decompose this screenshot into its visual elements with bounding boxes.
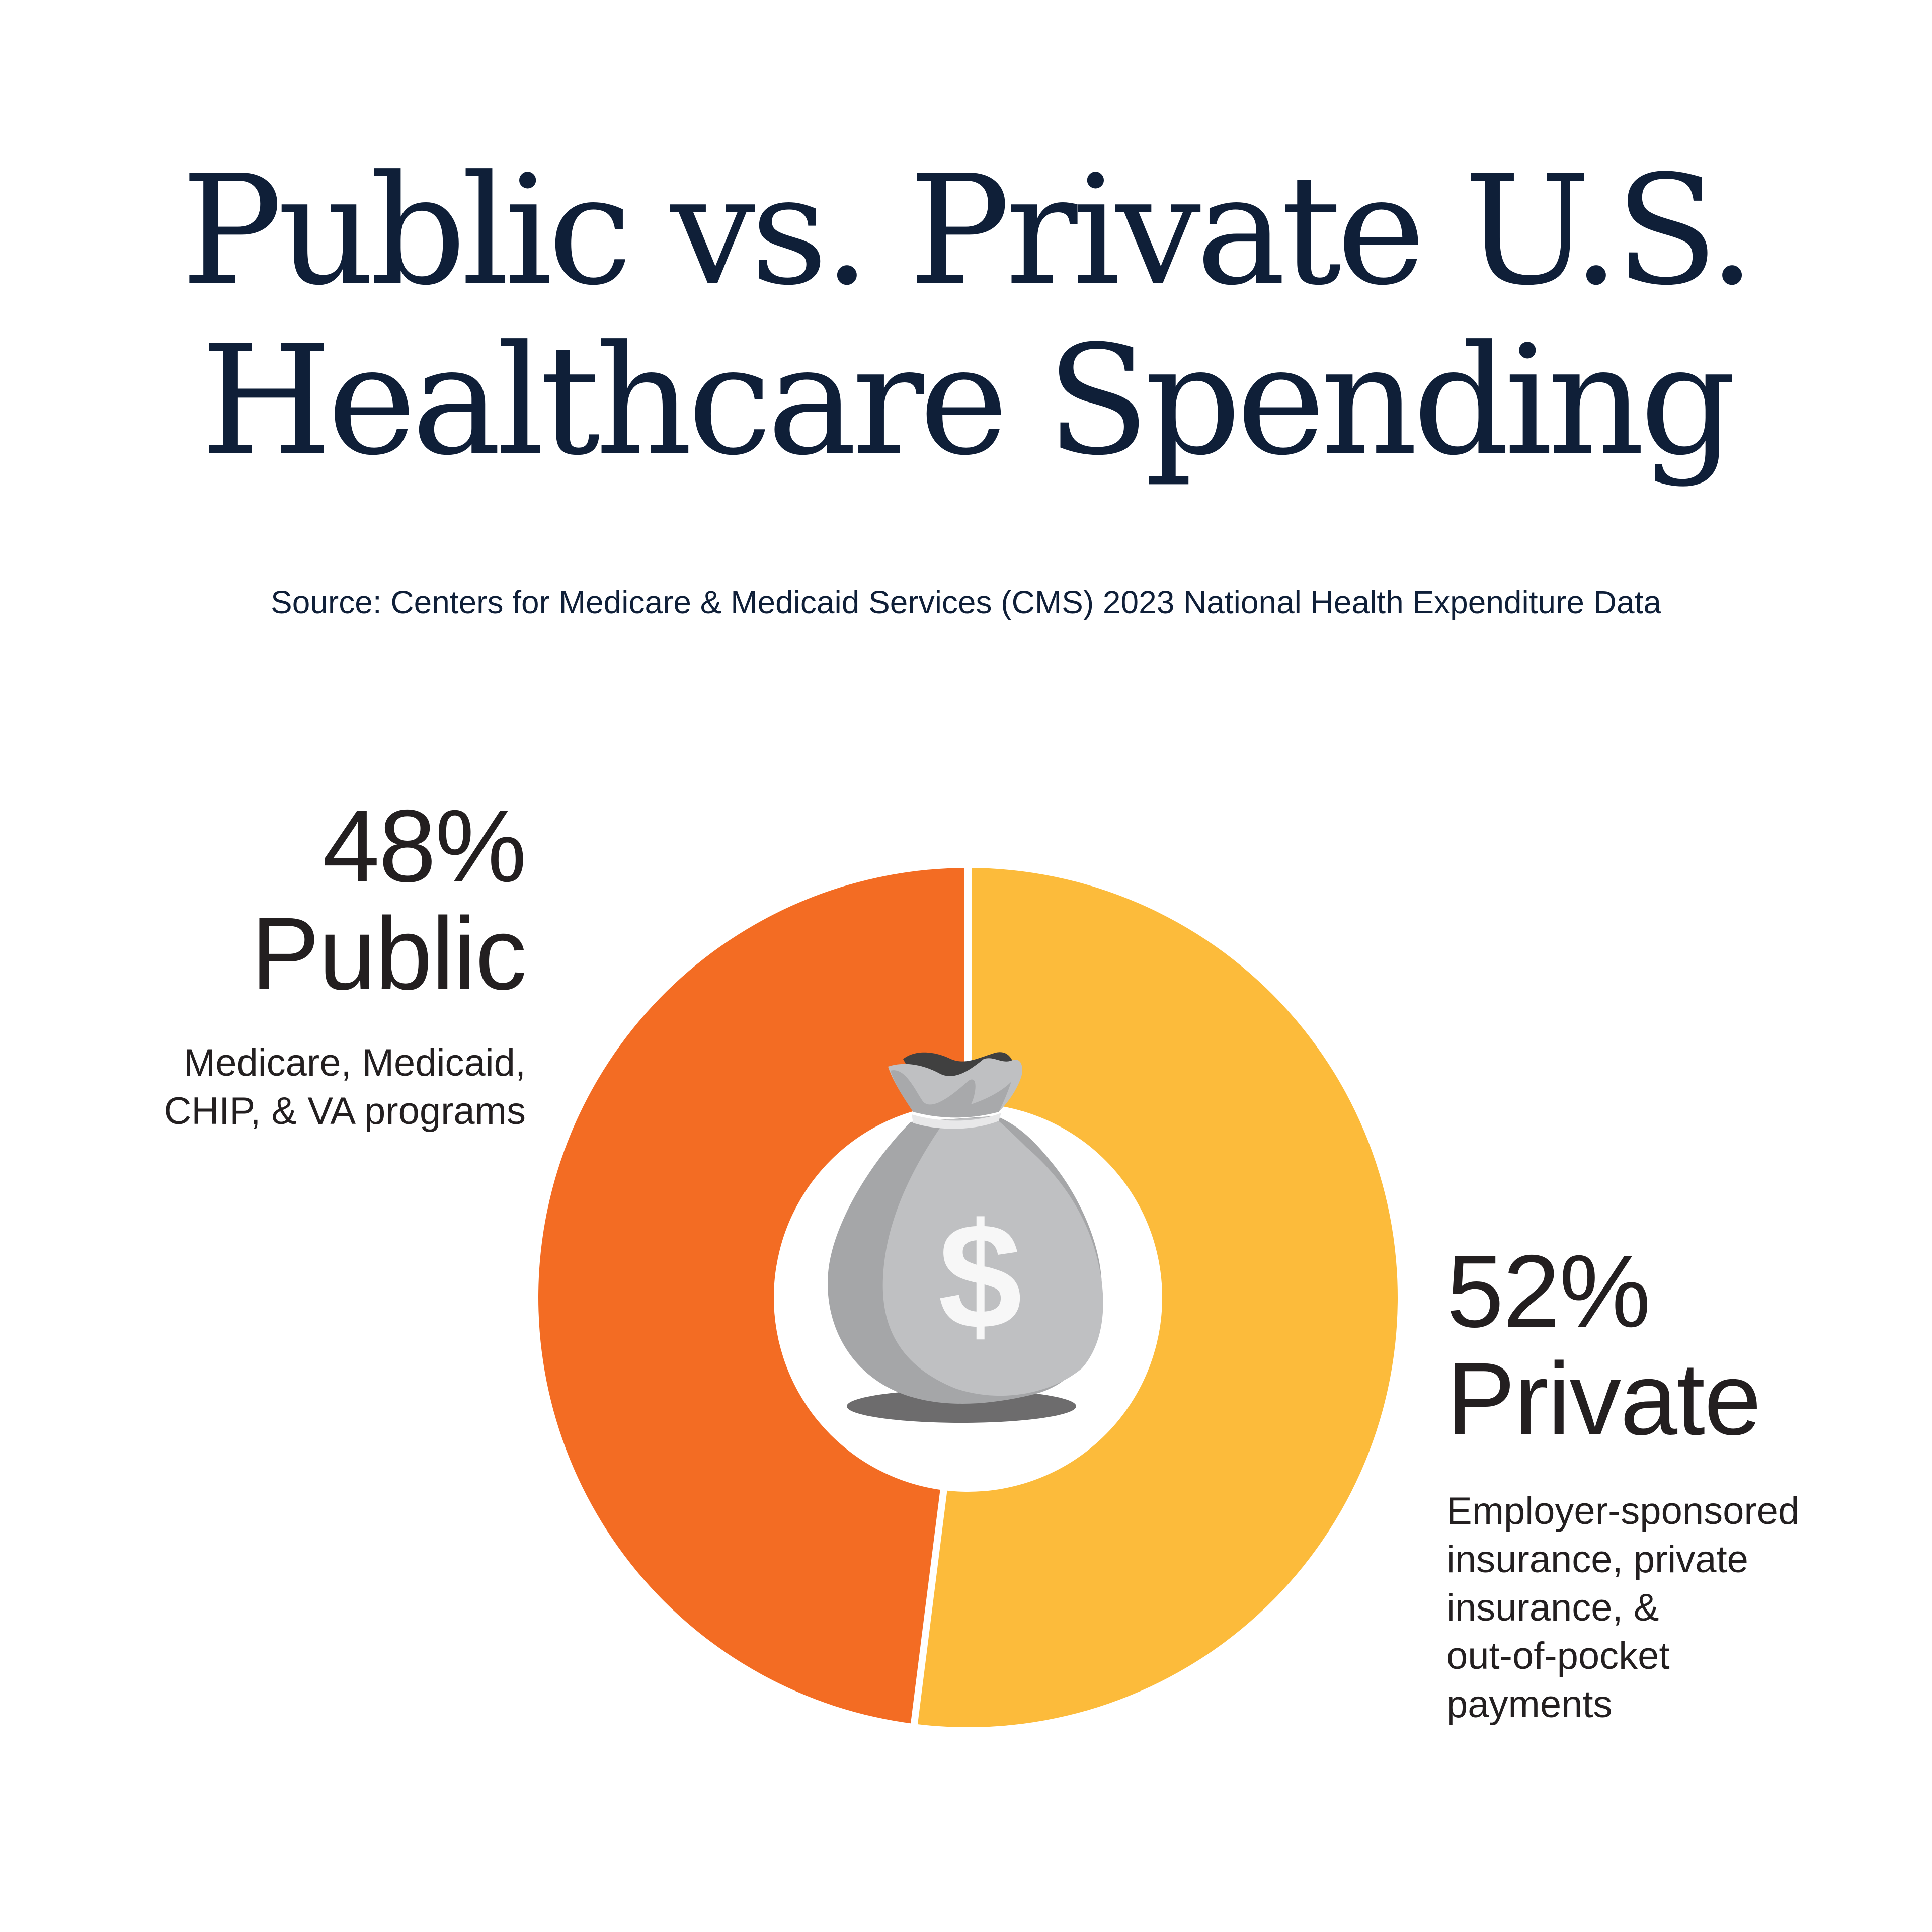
- public-category: Public: [251, 896, 527, 1011]
- title-line-1: Public vs. Private U.S.: [181, 143, 1756, 318]
- segment-private: [914, 868, 1398, 1728]
- source-note: Source: Centers for Medicare & Medicaid …: [271, 584, 1661, 620]
- dollar-sign-icon: $: [938, 1191, 1022, 1360]
- private-description: Employer-sponsored insurance, private in…: [1446, 1490, 1800, 1726]
- private-percent: 52%: [1446, 1234, 1651, 1349]
- donut-segments: [538, 865, 1398, 1728]
- money-bag-icon: $: [828, 1052, 1103, 1423]
- public-percent: 48%: [322, 788, 527, 904]
- private-category: Private: [1446, 1341, 1761, 1457]
- public-description: Medicare, Medicaid, CHIP, & VA programs: [164, 1041, 526, 1133]
- page-title: Public vs. Private U.S. Healthcare Spend…: [0, 146, 1932, 486]
- segment-divider: [910, 1487, 948, 1727]
- label-private: 52% Private Employer-sponsored insurance…: [1446, 1238, 1799, 1729]
- segment-public: [538, 868, 968, 1724]
- label-public: 48% Public Medicare, Medicaid, CHIP, & V…: [164, 788, 527, 1136]
- title-line-2: Healthcare Spending: [200, 313, 1736, 489]
